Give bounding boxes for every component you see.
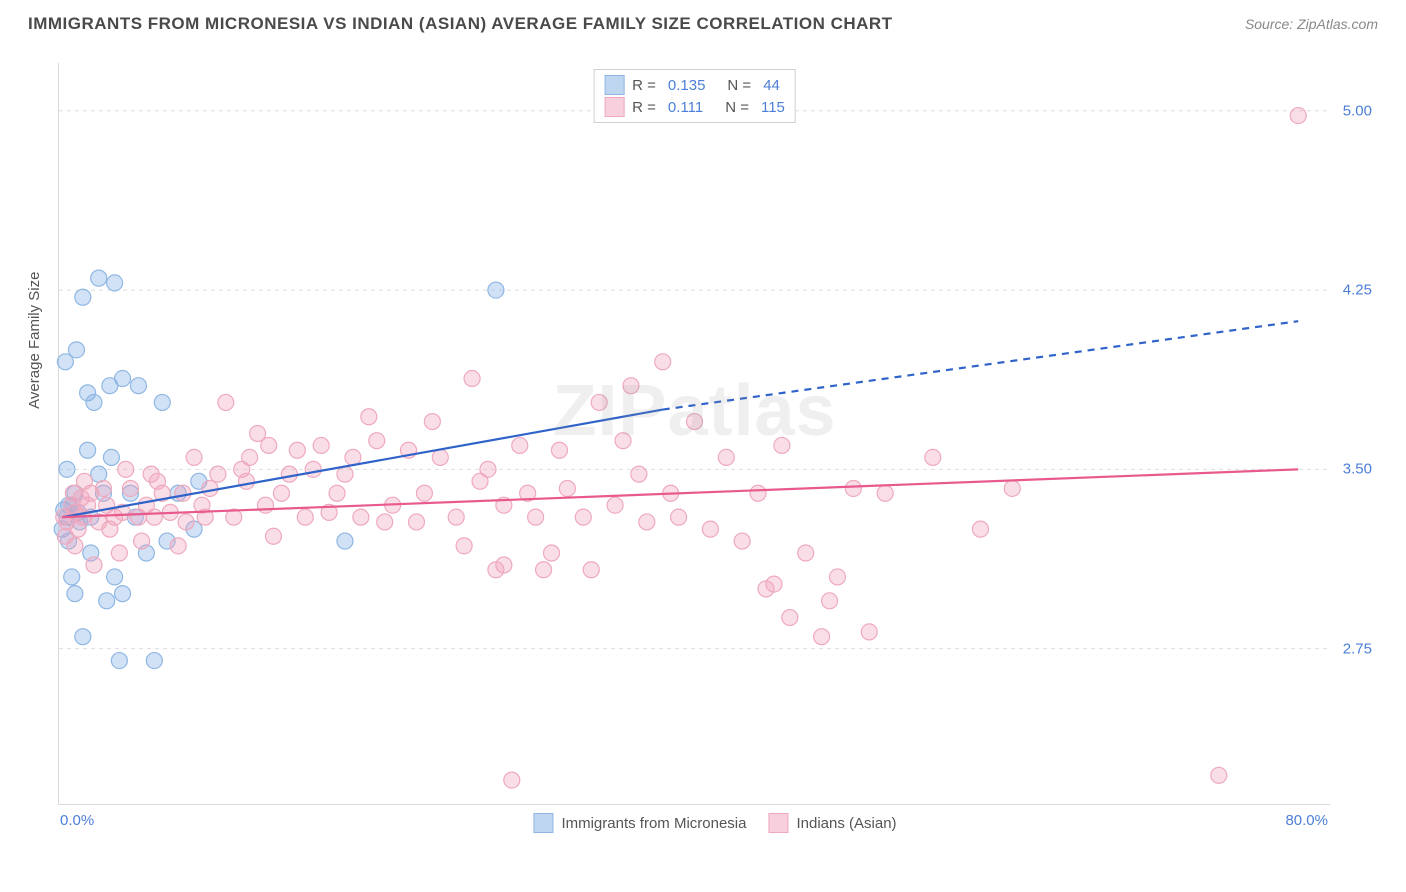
y-tick-label: 4.25 [1343, 282, 1372, 299]
source-label: Source: ZipAtlas.com [1245, 16, 1378, 32]
legend-item: Indians (Asian) [768, 813, 896, 833]
legend-stats-row: R = 0.111 N = 115 [604, 96, 785, 118]
n-value: 115 [761, 99, 785, 116]
legend-swatch-icon [533, 813, 553, 833]
legend-swatch-icon [604, 75, 624, 95]
chart-title: IMMIGRANTS FROM MICRONESIA VS INDIAN (AS… [28, 14, 893, 34]
chart-container: Average Family Size ZIPatlas R = 0.135 N… [50, 55, 1380, 845]
header: IMMIGRANTS FROM MICRONESIA VS INDIAN (AS… [0, 0, 1406, 44]
r-label: R = [632, 99, 656, 116]
legend-series: Immigrants from Micronesia Indians (Asia… [525, 813, 904, 833]
legend-stats: R = 0.135 N = 44 R = 0.111 N = 115 [593, 69, 796, 123]
legend-swatch-icon [768, 813, 788, 833]
legend-swatch-icon [604, 97, 624, 117]
x-tick-label: 80.0% [1285, 812, 1328, 829]
scatter-plot-svg [59, 63, 1330, 804]
y-tick-label: 5.00 [1343, 102, 1372, 119]
legend-item: Immigrants from Micronesia [533, 813, 746, 833]
legend-label: Immigrants from Micronesia [561, 815, 746, 832]
y-tick-label: 3.50 [1343, 461, 1372, 478]
legend-stats-row: R = 0.135 N = 44 [604, 74, 785, 96]
legend-label: Indians (Asian) [796, 815, 896, 832]
n-value: 44 [763, 77, 780, 94]
x-tick-label: 0.0% [60, 812, 94, 829]
n-label: N = [727, 77, 751, 94]
plot-area: ZIPatlas R = 0.135 N = 44 R = 0.111 N = … [58, 63, 1330, 805]
y-tick-label: 2.75 [1343, 640, 1372, 657]
r-value: 0.111 [668, 99, 703, 116]
r-label: R = [632, 77, 656, 94]
n-label: N = [725, 99, 749, 116]
r-value: 0.135 [668, 77, 706, 94]
y-axis-label: Average Family Size [26, 272, 43, 409]
